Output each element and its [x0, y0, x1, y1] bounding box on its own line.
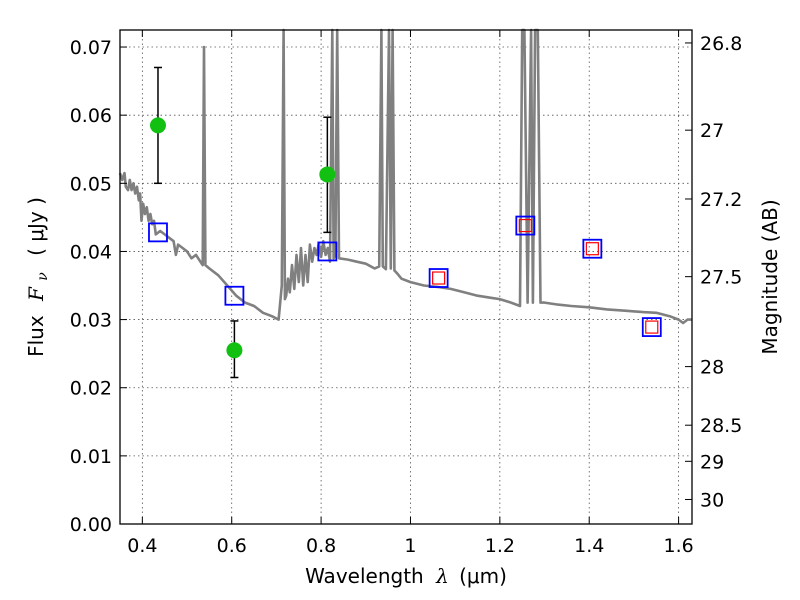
model-photometry-square [641, 317, 662, 337]
y-axis-label-prefix: Flux [24, 315, 48, 357]
right-tick-label: 27.5 [700, 267, 742, 289]
model-photometry-inner-square [645, 320, 659, 334]
y-tick-label: 0.06 [70, 105, 112, 127]
right-tick-label: 27 [700, 120, 724, 142]
right-tick-label: 27.2 [700, 189, 742, 211]
model-spectrum-line [118, 28, 692, 325]
x-tick-label: 1.2 [485, 535, 515, 557]
x-tick-label: 0.8 [306, 535, 336, 557]
right-tick-label: 28.5 [700, 415, 742, 437]
model-photometry-square [317, 241, 338, 262]
observed-point [319, 166, 336, 183]
model-photometry-square [224, 285, 245, 306]
y-tick-label: 0.01 [70, 446, 112, 468]
right-tick-label: 29 [700, 451, 724, 473]
grid [120, 30, 692, 524]
y-tick-label: 0.05 [70, 173, 112, 195]
plot-frame [119, 29, 693, 525]
y-tick-label: 0.04 [70, 241, 112, 263]
model-photometry-inner-square [585, 242, 599, 256]
y-axis-label-unit: ( μJy ) [24, 197, 48, 256]
right-tick-label: 30 [700, 489, 724, 511]
x-axis-label-prefix: Wavelength [305, 564, 424, 588]
x-tick-label: 1.6 [663, 535, 693, 557]
x-axis-label-symbol: λ [435, 564, 449, 588]
y-tick-label: 0.07 [70, 37, 112, 59]
y-tick-label: 0.03 [70, 310, 112, 332]
observed-point [149, 117, 166, 134]
x-axis-label-unit: (μm) [459, 564, 507, 588]
y-axis-label-symbol: F [24, 286, 48, 302]
x-tick-label: 1.4 [574, 535, 604, 557]
x-axis-label: Wavelength λ (μm) [305, 564, 507, 588]
y-tick-label: 0.02 [70, 378, 112, 400]
x-tick-label: 0.4 [127, 535, 157, 557]
right-tick-label: 28 [700, 357, 724, 379]
model-photometry-square [582, 238, 603, 259]
ticks: 0.4 0.6 0.8 1 1.2 1.4 1.6 0.00 0.01 0.02 0.03 0.04 0… [70, 30, 742, 557]
y-axis-label-subscript: ν [35, 272, 51, 281]
model-photometry-square [428, 268, 449, 288]
model-photometry-square [515, 215, 536, 236]
right-tick-label: 26.8 [700, 33, 742, 55]
model-photometry-inner-square [432, 271, 446, 285]
model-photometry-square [148, 222, 168, 243]
x-tick-label: 0.6 [217, 535, 247, 557]
model-photometry-inner-square [518, 218, 532, 233]
observed-point [226, 342, 243, 359]
plot-area [118, 28, 692, 379]
y-axis-label: Flux F ν ( μJy ) [24, 197, 52, 357]
x-tick-label: 1 [404, 535, 416, 557]
y-tick-label: 0.00 [70, 514, 112, 536]
right-axis-label: Magnitude (AB) [758, 199, 782, 354]
